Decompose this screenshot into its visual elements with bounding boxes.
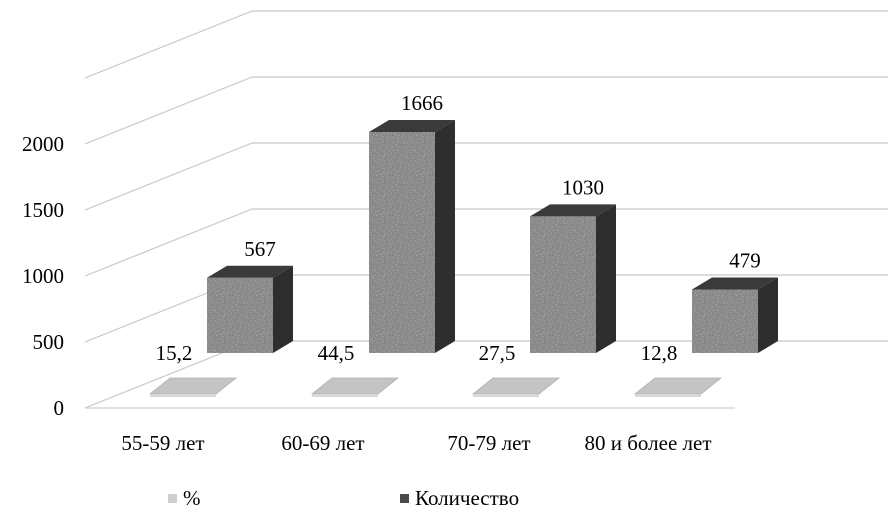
bar-count-top (207, 265, 293, 278)
data-label-count: 479 (729, 248, 761, 272)
bar-pct-front (635, 394, 701, 397)
bar-count (530, 204, 616, 353)
bar-count-front (207, 277, 273, 353)
data-label-count: 567 (244, 237, 276, 261)
bar-count-front (530, 216, 596, 353)
bar-count (369, 120, 455, 353)
legend-label-pct: % (183, 486, 201, 510)
x-tick-label: 60-69 лет (281, 431, 364, 455)
legend-item-count: Количество (400, 486, 519, 511)
bar-count-front (369, 132, 435, 353)
grid-line-left (84, 76, 253, 145)
legend-swatch-count (400, 494, 409, 503)
bar-pct-front (473, 394, 539, 397)
data-label-pct: 27,5 (479, 341, 516, 365)
data-label-pct: 44,5 (318, 341, 355, 365)
bar-count-top (692, 277, 778, 290)
x-tick-label: 70-79 лет (447, 431, 530, 455)
bar-count-side (435, 120, 455, 353)
bar-count-side (758, 277, 778, 353)
data-label-count: 1666 (401, 91, 443, 115)
x-tick-label: 55-59 лет (121, 431, 204, 455)
grid-line-left (84, 208, 253, 277)
bar-pct-front (150, 394, 216, 397)
bar-pct (471, 377, 561, 397)
legend-swatch-pct (168, 494, 177, 503)
y-tick-label: 2000 (22, 132, 64, 156)
data-label-pct: 12,8 (641, 341, 678, 365)
y-tick-label: 1500 (22, 198, 64, 222)
bar-pct (148, 377, 238, 397)
bar-count-side (596, 204, 616, 353)
bar-count (207, 265, 293, 353)
bar-pct-top (471, 377, 561, 395)
x-tick-label: 80 и более лет (585, 431, 712, 455)
grid-line-left (84, 142, 253, 211)
data-label-count: 1030 (562, 175, 604, 199)
bar-count-top (369, 120, 455, 132)
bar-pct-top (148, 377, 238, 395)
bar-pct-top (633, 377, 723, 395)
grid-line-left (84, 10, 253, 79)
bar-pct-front (312, 394, 378, 397)
chart-bars (148, 120, 778, 397)
bar-count-front (692, 289, 758, 353)
y-tick-label: 500 (33, 330, 65, 354)
data-label-pct: 15,2 (156, 341, 193, 365)
bar-pct-top (310, 377, 400, 395)
chart-labels: 0 500 1000 1500 2000 55-59 лет 60-69 лет 70-79 … (22, 91, 761, 455)
bar-pct (633, 377, 723, 397)
bar-count-side (273, 265, 293, 353)
bar-count-top (530, 204, 616, 217)
y-tick-label: 0 (54, 396, 65, 420)
bar-count (692, 277, 778, 353)
y-tick-label: 1000 (22, 264, 64, 288)
bar-pct (310, 377, 400, 397)
legend-label-count: Количество (415, 486, 520, 510)
legend-item-pct: % (168, 486, 201, 511)
